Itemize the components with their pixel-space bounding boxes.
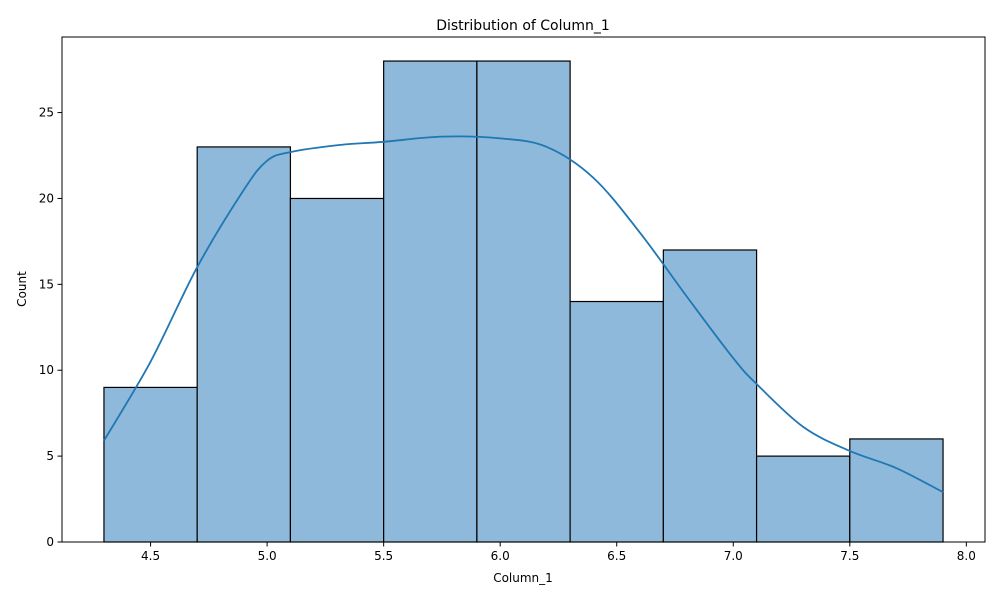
x-tick-label-1: 5.0 [258, 549, 277, 563]
x-tick-label-4: 6.5 [607, 549, 626, 563]
x-tick-label-2: 5.5 [374, 549, 393, 563]
x-ticks: 4.5 5.0 5.5 6.0 6.5 7.0 7.5 8.0 [141, 542, 976, 563]
x-axis-label: Column_1 [493, 571, 553, 585]
y-tick-label-2: 10 [39, 363, 54, 377]
bars-layer [103, 60, 944, 543]
histogram-bar-0 [103, 386, 198, 543]
chart-title: Distribution of Column_1 [436, 18, 610, 34]
histogram-bar-8 [849, 438, 944, 543]
y-tick-label-0: 0 [46, 535, 54, 549]
y-tick-label-5: 25 [39, 106, 54, 120]
y-tick-label-3: 15 [39, 277, 54, 291]
histogram-bar-6 [662, 249, 758, 543]
histogram-bar-4 [476, 60, 571, 543]
kde-layer [103, 135, 944, 493]
x-tick-label-7: 8.0 [957, 549, 976, 563]
histogram-bar-7 [755, 455, 851, 543]
x-tick-label-5: 7.0 [724, 549, 743, 563]
x-tick-label-6: 7.5 [840, 549, 859, 563]
y-tick-label-1: 5 [46, 449, 54, 463]
x-tick-label-3: 6.0 [491, 549, 510, 563]
kde-curve [103, 135, 944, 493]
y-tick-label-4: 20 [39, 191, 54, 205]
y-axis-label: Count [15, 271, 29, 307]
histogram-bar-5 [569, 300, 664, 543]
histogram-bar-3 [383, 60, 478, 543]
plot-frame [61, 36, 986, 543]
y-ticks: 0 5 10 15 20 25 [39, 106, 62, 549]
histogram-bar-1 [196, 146, 292, 543]
x-tick-label-0: 4.5 [141, 549, 160, 563]
histogram-bar-2 [289, 197, 385, 543]
